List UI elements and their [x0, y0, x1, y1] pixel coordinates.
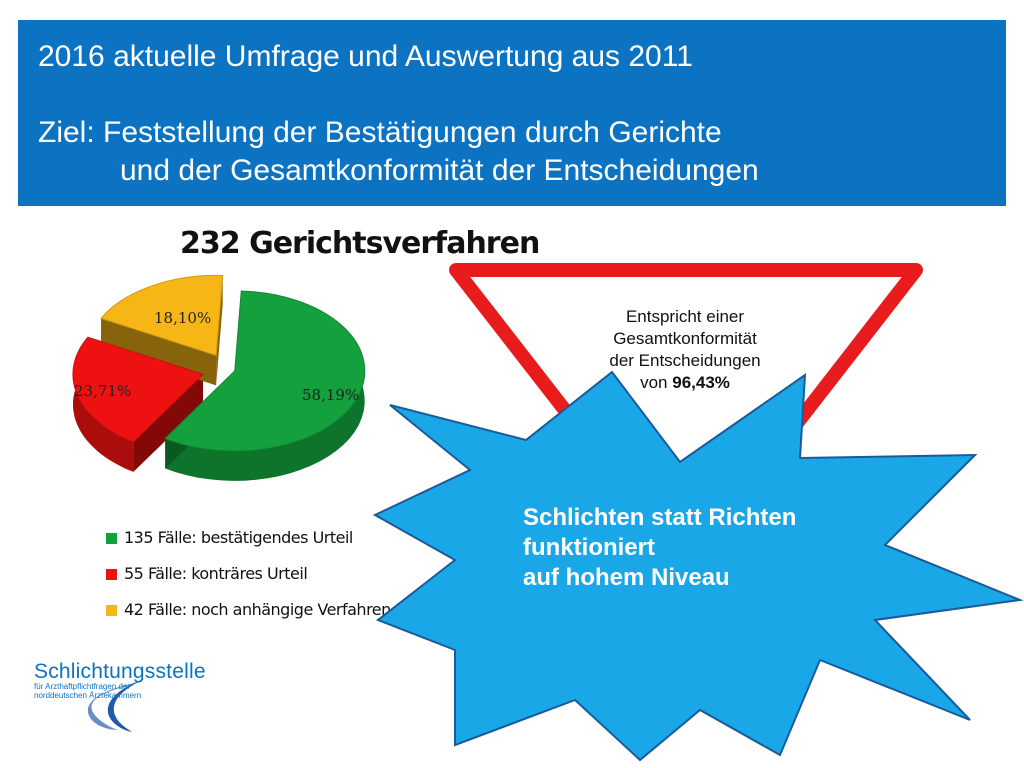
starburst-line-3: auf hohem Niveau	[523, 564, 730, 591]
pie-label-contrary: 23,71%	[74, 382, 131, 400]
pie-slice-confirmed	[164, 290, 366, 452]
pie-side-contrary	[73, 337, 134, 472]
conformity-value: 96,43%	[672, 373, 730, 392]
starburst-line-1: Schlichten statt Richten	[523, 504, 797, 531]
pie-wall-pending-1	[216, 275, 223, 386]
pie-label-pending: 18,10%	[154, 309, 211, 327]
legend-label-contrary: 55 Fälle: konträres Urteil	[124, 564, 308, 583]
pie-slice-pending	[100, 274, 224, 357]
conformity-line-1: Entspricht einer	[625, 307, 745, 326]
legend-swatch-confirmed	[106, 533, 117, 544]
title-banner: 2016 aktuelle Umfrage und Auswertung aus…	[18, 20, 1006, 206]
pie-chart: 58,19% 23,71% 18,10%	[72, 274, 366, 481]
logo-subtitle-line-1: für Arzthaftpflichtfragen der	[34, 682, 131, 691]
pie-slice-contrary	[72, 336, 204, 443]
legend-swatch-pending	[106, 605, 117, 616]
starburst-line-2: funktioniert	[523, 534, 655, 561]
pie-label-confirmed: 58,19%	[302, 386, 359, 404]
conformity-text: Entspricht einer Gesamtkonformität der E…	[580, 306, 790, 394]
chart-title: 232 Gerichtsverfahren	[180, 226, 540, 261]
pie-wall-contrary-0	[133, 374, 203, 472]
pie-wall-pending-0	[101, 318, 217, 386]
legend-label-pending: 42 Fälle: noch anhängige Verfahren	[124, 600, 391, 619]
logo-swoosh-icon	[87, 678, 146, 732]
logo-subtitle-line-2: norddeutschen Ärztekammern	[34, 691, 142, 700]
conformity-prefix: von	[640, 373, 673, 392]
conformity-line-3: der Entscheidungen	[609, 351, 761, 370]
conformity-line-2: Gesamtkonformität	[613, 329, 757, 348]
starburst-callout	[372, 370, 1024, 762]
legend-swatch-contrary	[106, 569, 117, 580]
logo-subtitle: für Arzthaftpflichtfragen der norddeutsc…	[34, 682, 141, 700]
legend-label-confirmed: 135 Fälle: bestätigendes Urteil	[124, 528, 353, 547]
headline-year: 2016 aktuelle Umfrage und Auswertung aus…	[38, 40, 693, 73]
logo-wordmark: Schlichtungsstelle	[34, 660, 206, 683]
pie-side-confirmed	[165, 291, 365, 481]
headline-goal-continued: und der Gesamtkonformität der Entscheidu…	[120, 154, 759, 187]
schlichtungsstelle-logo: Schlichtungsstelle für Arzthaftpflichtfr…	[22, 656, 206, 736]
conformity-line-4: von 96,43%	[580, 372, 790, 394]
headline-goal: Ziel: Feststellung der Bestätigungen dur…	[38, 116, 722, 149]
starburst-text: Schlichten statt Richten funktioniert au…	[523, 503, 796, 593]
